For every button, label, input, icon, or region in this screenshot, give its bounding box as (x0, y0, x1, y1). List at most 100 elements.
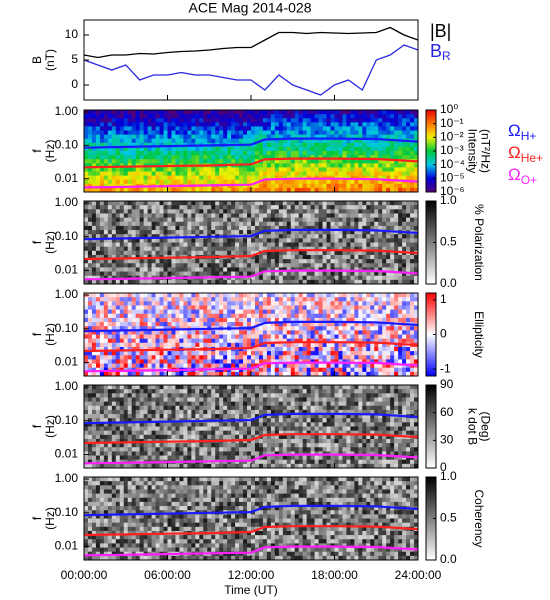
texture-cell (298, 167, 304, 172)
texture-cell (326, 134, 331, 140)
texture-cell (394, 114, 399, 119)
texture-cell (390, 217, 395, 223)
texture-cell (402, 155, 407, 160)
texture-cell (306, 250, 312, 256)
texture-cell (84, 134, 89, 140)
texture-cell (350, 179, 355, 185)
texture-cell (195, 351, 200, 356)
texture-cell (274, 297, 280, 302)
texture-cell (167, 271, 172, 277)
texture-cell (302, 163, 308, 168)
texture-cell (131, 175, 137, 181)
texture-cell (119, 317, 125, 323)
texture-cell (306, 146, 312, 152)
texture-cell (211, 322, 216, 327)
texture-cell (251, 205, 256, 210)
texture-cell (87, 151, 93, 156)
texture-cell (167, 213, 172, 218)
texture-cell (219, 246, 224, 252)
texture-cell (235, 187, 240, 193)
texture-cell (147, 230, 152, 235)
texture-cell (254, 267, 260, 272)
texture-cell (95, 213, 101, 218)
texture-cell (219, 155, 224, 160)
texture-cell (266, 254, 272, 260)
texture-cell (211, 118, 216, 123)
texture-cell (183, 130, 188, 135)
texture-cell (314, 187, 319, 193)
texture-cell (402, 183, 407, 189)
texture-cell (115, 334, 121, 340)
texture-cell (119, 313, 125, 319)
texture-cell (366, 326, 371, 331)
texture-cell (266, 122, 272, 127)
texture-cell (278, 351, 284, 356)
texture-cell (266, 326, 272, 331)
texture-cell (95, 217, 101, 223)
texture-cell (87, 279, 93, 285)
texture-cell (342, 130, 347, 135)
texture-cell (314, 246, 319, 252)
texture-cell (410, 155, 415, 160)
texture-cell (310, 201, 316, 206)
texture-cell (151, 317, 156, 323)
texture-cell (115, 279, 121, 285)
texture-cell (362, 305, 367, 310)
texture-cell (111, 167, 117, 172)
texture-cell (362, 346, 367, 352)
texture-cell (211, 126, 216, 131)
texture-cell (107, 309, 113, 315)
texture-cell (111, 267, 117, 272)
texture-cell (84, 209, 89, 214)
texture-cell (143, 238, 149, 243)
texture-cell (378, 263, 383, 268)
texture-cell (362, 225, 367, 231)
texture-cell (358, 183, 363, 189)
texture-cell (286, 334, 292, 340)
texture-cell (91, 110, 97, 115)
texture-cell (286, 138, 292, 144)
texture-cell (274, 217, 280, 223)
texture-cell (155, 242, 160, 248)
texture-cell (103, 330, 109, 335)
texture-cell (382, 209, 387, 214)
texture-cell (338, 363, 343, 369)
texture-cell (84, 338, 89, 344)
texture-cell (171, 230, 176, 235)
texture-cell (207, 151, 212, 156)
texture-cell (171, 246, 176, 252)
texture-cell (211, 330, 216, 335)
texture-cell (243, 317, 248, 323)
texture-cell (199, 330, 204, 335)
texture-cell (127, 351, 133, 356)
texture-cell (115, 217, 121, 223)
texture-cell (135, 267, 141, 272)
texture-cell (266, 293, 272, 298)
texture-cell (91, 271, 97, 277)
texture-cell (358, 263, 363, 268)
texture-cell (91, 275, 97, 281)
texture-cell (358, 351, 363, 356)
texture-cell (330, 201, 335, 206)
texture-cell (115, 205, 121, 210)
texture-cell (310, 171, 316, 176)
texture-cell (199, 201, 204, 206)
texture-cell (338, 205, 343, 210)
texture-cell (95, 371, 101, 377)
texture-cell (374, 271, 379, 277)
texture-cell (151, 371, 156, 377)
texture-cell (374, 179, 379, 185)
texture-cell (103, 114, 109, 119)
texture-cell (111, 230, 117, 235)
texture-cell (95, 330, 101, 335)
texture-cell (127, 110, 133, 115)
texture-cell (278, 250, 284, 256)
texture-cell (334, 275, 339, 281)
texture-cell (306, 179, 312, 185)
texture-cell (227, 259, 232, 264)
texture-cell (362, 313, 367, 319)
texture-cell (410, 221, 415, 227)
texture-cell (274, 209, 280, 214)
texture-cell (151, 293, 156, 298)
texture-cell (366, 301, 371, 306)
